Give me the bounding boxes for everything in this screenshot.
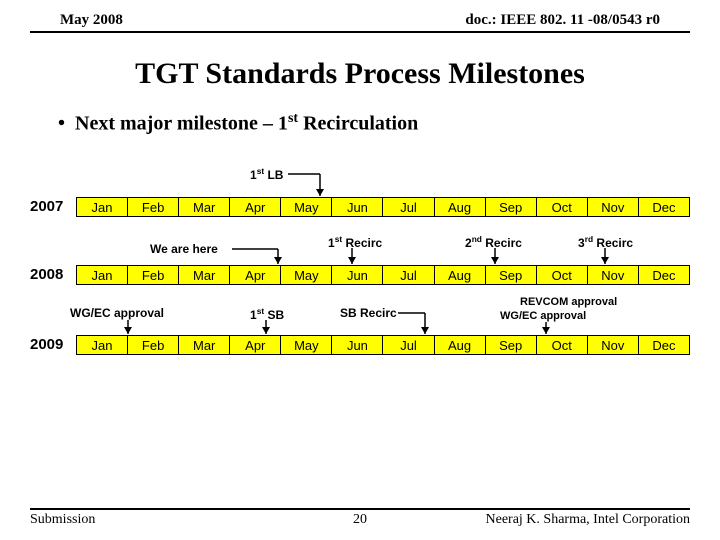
month-cell: Mar (178, 265, 230, 285)
month-cell: Jan (76, 335, 128, 355)
header-left: May 2008 (60, 12, 123, 29)
month-cell: Dec (638, 335, 690, 355)
month-cell: Dec (638, 265, 690, 285)
label-we-are-here: We are here (150, 242, 218, 256)
month-cell: Jul (382, 335, 434, 355)
month-cell: Apr (229, 197, 281, 217)
label-first-sb: 1st SB (250, 306, 284, 322)
month-cell: Oct (536, 335, 588, 355)
year-label: 2007 (30, 198, 76, 215)
month-cell: Aug (434, 265, 486, 285)
timeline-row-2007: 2007 JanFebMarAprMayJunJulAugSepOctNovDe… (30, 196, 690, 218)
month-cell: Sep (485, 197, 537, 217)
month-cell: Jan (76, 265, 128, 285)
bullet-text: • Next major milestone – 1st Recirculati… (58, 111, 720, 136)
footer-center: 20 (30, 512, 690, 528)
month-cell: Aug (434, 335, 486, 355)
month-cell: May (280, 265, 332, 285)
month-cell: Nov (587, 335, 639, 355)
year-label: 2008 (30, 266, 76, 283)
month-cell: Apr (229, 265, 281, 285)
month-cell: Dec (638, 197, 690, 217)
label-wgec-approval: WG/EC approval (70, 306, 164, 320)
timeline-area: 1st LB 2007 JanFebMarAprMayJunJulAugSepO… (30, 166, 690, 356)
month-cell: Nov (587, 265, 639, 285)
label-wgec2: WG/EC approval (500, 310, 586, 322)
page-title: TGT Standards Process Milestones (0, 57, 720, 91)
year-label: 2009 (30, 336, 76, 353)
month-cell: Sep (485, 265, 537, 285)
month-cell: Jun (331, 335, 383, 355)
label-second-recirc: 2nd Recirc (465, 234, 522, 250)
header-right: doc.: IEEE 802. 11 -08/0543 r0 (465, 12, 660, 29)
month-cell: Jun (331, 197, 383, 217)
month-cell: May (280, 335, 332, 355)
month-cell: Apr (229, 335, 281, 355)
month-cell: Mar (178, 335, 230, 355)
month-cell: Feb (127, 197, 179, 217)
timeline-row-2009: 2009 JanFebMarAprMayJunJulAugSepOctNovDe… (30, 334, 690, 356)
label-revcom: REVCOM approval (520, 296, 617, 308)
label-sb-recirc: SB Recirc (340, 306, 397, 320)
label-first-recirc: 1st Recirc (328, 234, 382, 250)
month-cell: Feb (127, 265, 179, 285)
label-third-recirc: 3rd Recirc (578, 234, 633, 250)
month-cell: Mar (178, 197, 230, 217)
month-cell: Feb (127, 335, 179, 355)
month-cell: Jul (382, 265, 434, 285)
month-cell: Nov (587, 197, 639, 217)
month-cell: Sep (485, 335, 537, 355)
month-cell: May (280, 197, 332, 217)
month-cell: Jan (76, 197, 128, 217)
month-cell: Oct (536, 197, 588, 217)
month-cell: Jul (382, 197, 434, 217)
month-cell: Aug (434, 197, 486, 217)
label-first-lb: 1st LB (250, 166, 283, 182)
month-cell: Jun (331, 265, 383, 285)
month-cell: Oct (536, 265, 588, 285)
timeline-row-2008: 2008 JanFebMarAprMayJunJulAugSepOctNovDe… (30, 264, 690, 286)
